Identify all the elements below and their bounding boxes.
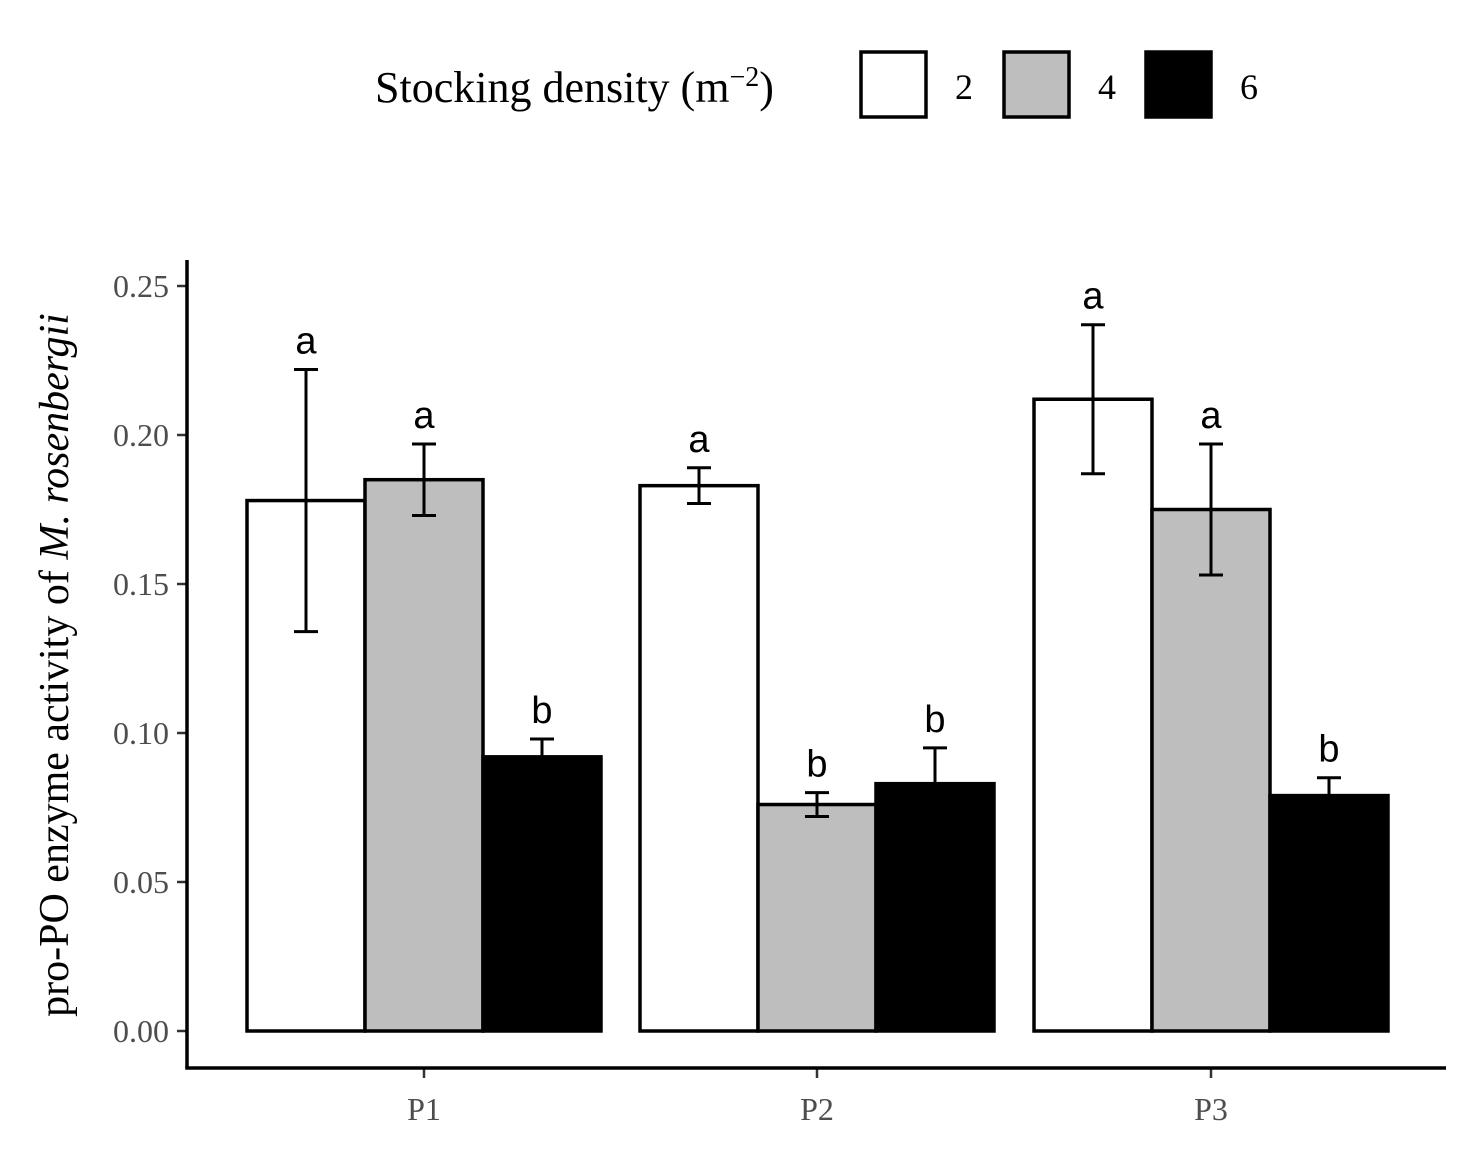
y-tick-label: 0.05 xyxy=(113,864,169,900)
x-axis-ticks: P1 P2 P3 xyxy=(407,1068,1228,1127)
significance-letter: a xyxy=(1082,276,1104,318)
error-bar xyxy=(1317,776,1341,815)
y-tick-label: 0.00 xyxy=(113,1013,169,1049)
significance-letter: a xyxy=(413,395,435,437)
legend-items: 2 4 6 xyxy=(859,50,1258,119)
error-bar xyxy=(687,466,711,506)
legend-swatch xyxy=(859,50,928,119)
y-tick-label: 0.15 xyxy=(113,566,169,602)
y-tick-label: 0.10 xyxy=(113,715,169,751)
significance-letter: b xyxy=(531,690,552,732)
bar xyxy=(363,477,485,1033)
significance-letter: a xyxy=(1200,395,1222,437)
legend-item: 6 xyxy=(1144,50,1258,119)
bar xyxy=(1268,793,1390,1033)
error-bar xyxy=(294,367,318,634)
error-bar xyxy=(805,791,829,818)
bar xyxy=(756,802,878,1033)
error-bars xyxy=(294,323,1341,821)
legend: Stocking density (m−2) 2 4 6 xyxy=(375,50,1258,119)
error-bar xyxy=(1081,323,1105,476)
error-bar xyxy=(412,442,436,517)
error-bar xyxy=(1199,442,1223,577)
legend-swatch xyxy=(1144,50,1213,119)
legend-label: 4 xyxy=(1098,67,1116,107)
bar xyxy=(1150,507,1272,1033)
legend-label: 2 xyxy=(955,67,973,107)
y-axis-ticks: 0.00 0.05 0.10 0.15 0.20 0.25 xyxy=(113,268,187,1049)
bar xyxy=(1032,397,1154,1033)
bar xyxy=(638,483,760,1033)
x-tick-label: P3 xyxy=(1194,1091,1228,1127)
legend-swatch xyxy=(1002,50,1071,119)
x-tick-label: P2 xyxy=(800,1091,834,1127)
legend-title-superscript: −2 xyxy=(729,62,759,93)
significance-letter: b xyxy=(1318,729,1339,771)
bar xyxy=(874,781,996,1033)
significance-letter: b xyxy=(806,744,827,786)
significance-labels: a a a a b a b b b xyxy=(295,276,1339,786)
y-axis-title: pro-PO enzyme activity of M. rosenbergii xyxy=(32,313,78,1017)
bars xyxy=(245,397,1390,1033)
significance-letter: a xyxy=(295,320,317,362)
bar xyxy=(481,755,603,1033)
y-tick-label: 0.25 xyxy=(113,268,169,304)
legend-item: 4 xyxy=(1002,50,1116,119)
error-bar xyxy=(530,737,554,777)
x-tick-label: P1 xyxy=(407,1091,441,1127)
legend-item: 2 xyxy=(859,50,973,119)
legend-title: Stocking density (m−2) xyxy=(375,62,774,112)
legend-label: 6 xyxy=(1240,67,1258,107)
error-bar xyxy=(923,746,947,821)
significance-letter: b xyxy=(924,699,945,741)
y-axis-title-species: M. rosenbergii xyxy=(32,313,78,561)
significance-letter: a xyxy=(688,419,710,461)
y-tick-label: 0.20 xyxy=(113,417,169,453)
